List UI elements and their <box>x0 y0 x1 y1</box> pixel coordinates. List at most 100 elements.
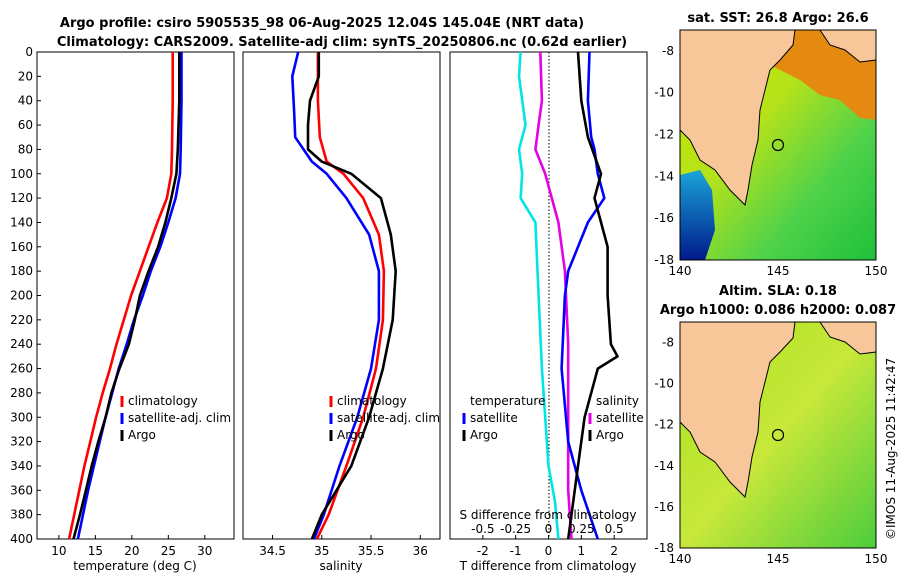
temperature-legend: climatology satellite-adj. clim Argo <box>120 394 231 442</box>
legend-argo: Argo <box>470 428 498 442</box>
map-ytick-label: -12 <box>654 128 674 142</box>
ytick-label: 220 <box>10 313 33 327</box>
xtick-label: 1 <box>578 544 586 558</box>
xtick-label: 25 <box>161 544 176 558</box>
map-xtick-label: 140 <box>669 264 692 278</box>
land-mass <box>679 29 796 207</box>
ytick-label: 0 <box>25 45 33 59</box>
xtick-label: 36 <box>413 544 428 558</box>
ytick-label: 160 <box>10 240 33 254</box>
salinity-xlabel: salinity <box>319 559 362 573</box>
ytick-label: 280 <box>10 386 33 400</box>
map-ytick-label: -16 <box>654 211 674 225</box>
map-ytick-label: -12 <box>654 418 674 432</box>
xtick-label: 15 <box>88 544 103 558</box>
argo-float-marker <box>771 138 785 152</box>
map-ytick-label: -14 <box>654 459 674 473</box>
series-argo <box>566 51 619 540</box>
salinity-axes-frame <box>242 51 441 540</box>
ytick-label: 400 <box>10 532 33 546</box>
ytick-label: 260 <box>10 362 33 376</box>
secondary-xtick-label: 0.5 <box>605 522 624 536</box>
map-xtick-label: 145 <box>767 552 790 566</box>
map-ytick-label: -14 <box>654 169 674 183</box>
land-mass <box>679 321 796 499</box>
xtick-label: 2 <box>610 544 618 558</box>
map-ytick-label: -10 <box>654 377 674 391</box>
series-climatology <box>67 52 174 540</box>
legend-climatology: climatology <box>128 394 198 408</box>
ytick-label: 180 <box>10 264 33 278</box>
map-ytick-label: -16 <box>654 500 674 514</box>
map-xtick-label: 150 <box>865 552 888 566</box>
legend-argo: Argo <box>128 428 156 442</box>
ytick-label: 40 <box>18 94 33 108</box>
map-xtick-label: 150 <box>865 264 888 278</box>
ytick-label: 140 <box>10 215 33 229</box>
map-ytick-label: -18 <box>654 253 674 267</box>
map-ytick-label: -8 <box>662 44 674 58</box>
secondary-xtick-label: 0.25 <box>568 522 595 536</box>
ytick-label: 320 <box>10 435 33 449</box>
ytick-label: 100 <box>10 167 33 181</box>
series-satellite-adj-clim <box>76 52 183 540</box>
legend-climatology: climatology <box>337 394 407 408</box>
map-ytick-label: -10 <box>654 86 674 100</box>
series-climatology <box>315 52 386 540</box>
xtick-label: 20 <box>124 544 139 558</box>
series-argo <box>72 52 181 540</box>
legend-argo: Argo <box>337 428 365 442</box>
ytick-label: 80 <box>18 142 33 156</box>
ytick-label: 200 <box>10 289 33 303</box>
series-temperature <box>517 51 560 540</box>
xtick-label: 30 <box>197 544 212 558</box>
legend-satellite: satellite-adj. clim <box>128 411 231 425</box>
ytick-label: 60 <box>18 118 33 132</box>
difference-xlabel: T difference from climatology <box>459 559 637 573</box>
difference-legend: temperature satellite Argo salinity sate… <box>462 394 644 442</box>
legend-satellite: satellite <box>470 411 518 425</box>
secondary-xtick-label: -0.25 <box>500 522 531 536</box>
legend-temperature: temperature <box>470 394 545 408</box>
map-ytick-label: -18 <box>654 541 674 555</box>
difference-panel: -2 -1 0 1 2 T difference from climatology S … <box>449 51 648 573</box>
sst-map-frame <box>679 29 877 261</box>
temperature-panel: 0 20 40 60 80 100 120 140 160 180 200 220 240 260 280 3… <box>10 45 235 573</box>
figure-title-line2: Climatology: CARS2009. Satellite-adj cli… <box>57 35 627 50</box>
xtick-label: 10 <box>51 544 66 558</box>
xtick-label: 34.5 <box>259 544 286 558</box>
series-satellite-adj-clim <box>290 51 381 540</box>
ytick-label: 20 <box>18 69 33 83</box>
xtick-label: 0 <box>545 544 553 558</box>
xtick-label: 35.5 <box>358 544 385 558</box>
salinity-legend: climatology satellite-adj. clim Argo <box>329 394 440 442</box>
s-difference-label: S difference from climatology <box>460 508 637 522</box>
ytick-label: 240 <box>10 337 33 351</box>
sla-map-subtitle: Argo h1000: 0.086 h2000: 0.087 <box>660 303 896 318</box>
xtick-label: -2 <box>477 544 489 558</box>
secondary-xtick-label: -0.5 <box>471 522 494 536</box>
map-xtick-label: 140 <box>669 552 692 566</box>
secondary-xtick-label: 0 <box>545 522 553 536</box>
ytick-label: 380 <box>10 508 33 522</box>
ytick-label: 360 <box>10 483 33 497</box>
ytick-label: 120 <box>10 191 33 205</box>
legend-salinity: salinity <box>596 394 639 408</box>
ytick-label: 340 <box>10 459 33 473</box>
series-satellite <box>560 51 606 540</box>
sst-map-title: sat. SST: 26.8 Argo: 26.6 <box>687 11 868 26</box>
ytick-label: 300 <box>10 410 33 424</box>
temperature-axes-frame <box>36 51 235 540</box>
sst-cold-region <box>680 170 715 260</box>
argo-float-marker <box>771 428 785 442</box>
map-ytick-label: -8 <box>662 336 674 350</box>
temperature-xlabel: temperature (deg C) <box>73 559 196 573</box>
sla-map-frame <box>679 321 877 549</box>
xtick-label: -1 <box>510 544 522 558</box>
series-argo <box>306 52 398 540</box>
watermark: ©IMOS 11-Aug-2025 11:42:47 <box>884 358 898 540</box>
legend-argo-s: Argo <box>596 428 624 442</box>
